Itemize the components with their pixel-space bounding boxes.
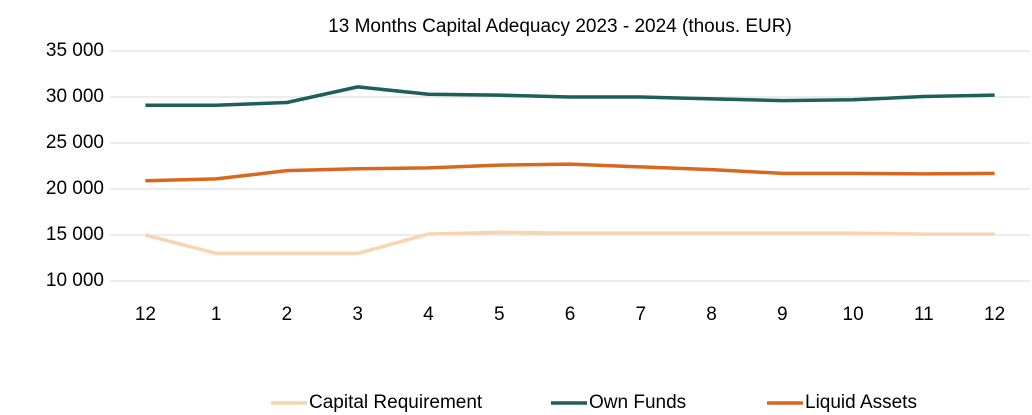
- x-tick-label: 3: [352, 304, 363, 325]
- x-tick-label: 10: [843, 304, 864, 325]
- legend-label: Liquid Assets: [805, 392, 917, 413]
- y-tick-label: 25 000: [46, 132, 104, 153]
- legend-label: Own Funds: [589, 392, 686, 413]
- x-tick-label: 2: [282, 304, 293, 325]
- y-tick-label: 20 000: [46, 178, 104, 199]
- x-tick-label: 9: [777, 304, 788, 325]
- x-tick-label: 5: [494, 304, 505, 325]
- x-tick-label: 8: [706, 304, 717, 325]
- y-tick-label: 15 000: [46, 224, 104, 245]
- x-tick-label: 7: [635, 304, 646, 325]
- x-tick-label: 1: [211, 304, 222, 325]
- y-tick-label: 30 000: [46, 86, 104, 107]
- y-tick-label: 35 000: [46, 40, 104, 61]
- x-tick-label: 12: [984, 304, 1005, 325]
- chart-title: 13 Months Capital Adequacy 2023 - 2024 (…: [328, 16, 792, 37]
- x-tick-label: 11: [914, 304, 934, 325]
- y-tick-label: 10 000: [46, 270, 104, 291]
- series-line: [144, 230, 995, 256]
- x-tick-label: 4: [423, 304, 434, 325]
- x-tick-label: 12: [135, 304, 156, 325]
- series-line: [145, 85, 995, 108]
- x-tick-label: 6: [565, 304, 576, 325]
- series-line: [145, 162, 995, 183]
- legend-label: Capital Requirement: [309, 392, 483, 413]
